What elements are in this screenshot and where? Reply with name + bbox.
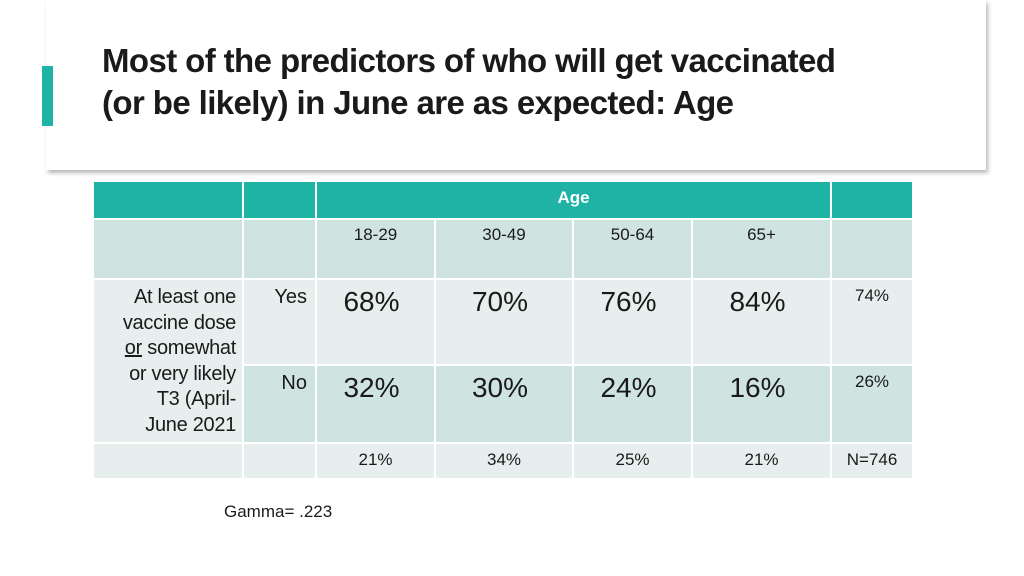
row-label-line: T3 (April- <box>156 388 237 410</box>
cell-yes-65-plus: 84% <box>693 280 830 364</box>
header-blank-1 <box>94 182 242 218</box>
slide-title: Most of the predictors of who will get v… <box>102 42 836 121</box>
footer-30-49: 34% <box>436 444 572 478</box>
row-label-line: or somewhat <box>94 336 237 362</box>
cell-yes-18-29: 68% <box>317 280 434 364</box>
column-header-30-49: 30-49 <box>436 220 572 278</box>
cell-no-30-49: 30% <box>436 366 572 442</box>
footer-blank-2 <box>244 444 315 478</box>
subheader-blank-3 <box>832 220 912 278</box>
row-group-label: At least one vaccine dose or somewhat or… <box>94 280 242 442</box>
row-no-label: No <box>244 366 315 442</box>
cell-no-total: 26% <box>832 366 912 442</box>
row-label-line: At least one <box>133 286 236 308</box>
column-header-50-64: 50-64 <box>574 220 691 278</box>
cell-no-50-64: 24% <box>574 366 691 442</box>
age-group-header: Age <box>317 182 830 218</box>
row-yes-label: Yes <box>244 280 315 364</box>
cell-no-65-plus: 16% <box>693 366 830 442</box>
column-header-18-29: 18-29 <box>317 220 434 278</box>
cell-yes-total: 74% <box>832 280 912 364</box>
cell-yes-50-64: 76% <box>574 280 691 364</box>
crosstab-table: Age 18-29 30-49 50-64 65+ At least one v… <box>94 182 912 478</box>
row-label-line: or very likely <box>129 362 236 385</box>
footer-65-plus: 21% <box>693 444 830 478</box>
gamma-note: Gamma= .223 <box>224 502 333 521</box>
subheader-blank-1 <box>94 220 242 278</box>
footer-blank-1 <box>94 444 242 478</box>
subheader-blank-2 <box>244 220 315 278</box>
row-label-or: or <box>124 337 142 359</box>
footer-18-29: 21% <box>317 444 434 478</box>
footer-50-64: 25% <box>574 444 691 478</box>
row-label-line: June 2021 <box>145 413 236 436</box>
row-label-somewhat: somewhat <box>141 337 236 359</box>
cell-no-18-29: 32% <box>317 366 434 442</box>
accent-bar <box>42 66 53 126</box>
column-header-65-plus: 65+ <box>693 220 830 278</box>
footer-total-n: N=746 <box>832 444 912 478</box>
header-blank-3 <box>832 182 912 218</box>
header-blank-2 <box>244 182 315 218</box>
title-card <box>46 0 986 170</box>
row-label-line: vaccine dose <box>122 311 236 334</box>
cell-yes-30-49: 70% <box>436 280 572 364</box>
